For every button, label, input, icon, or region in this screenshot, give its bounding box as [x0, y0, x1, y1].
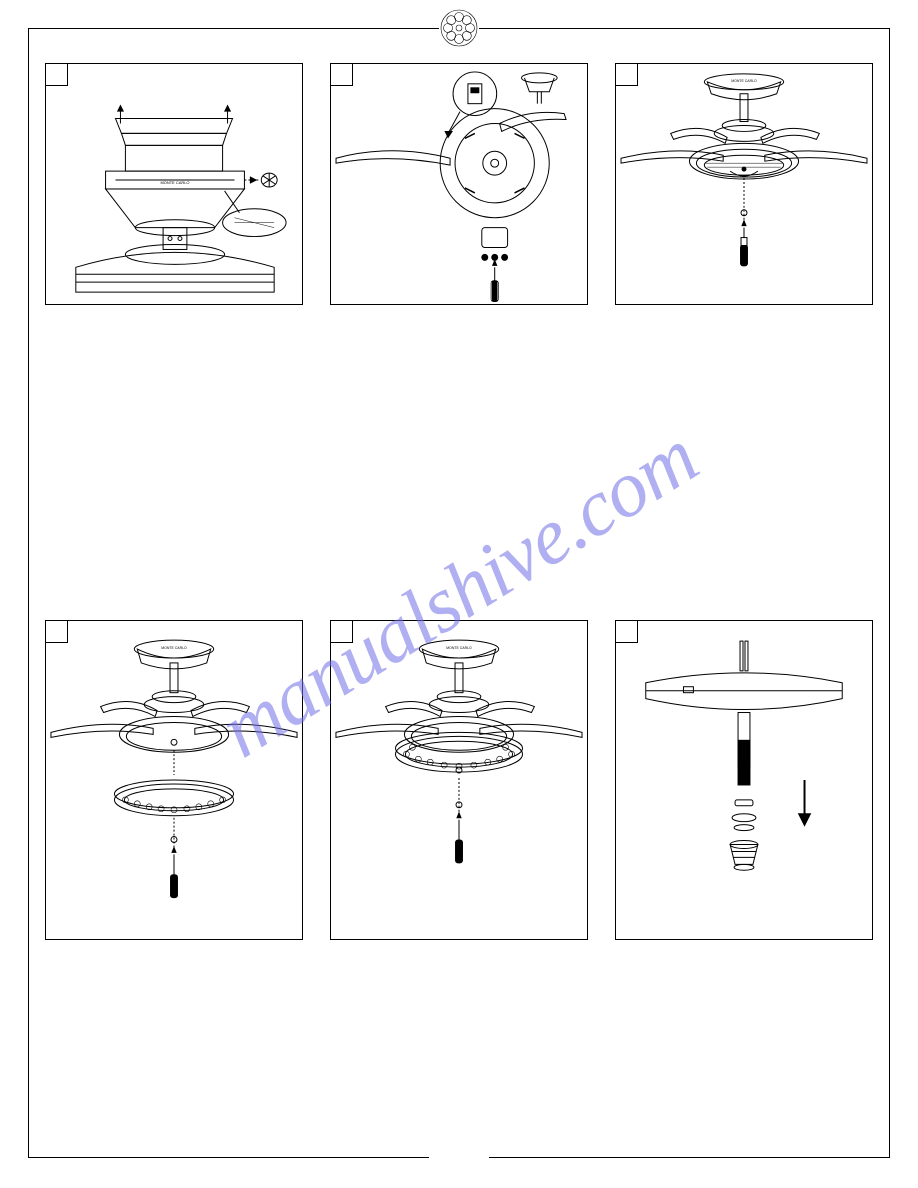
- svg-text:MONTE CARLO: MONTE CARLO: [731, 79, 757, 83]
- footer-gap: [429, 1156, 489, 1158]
- step-number: 17: [331, 621, 353, 643]
- svg-text:MONTE CARLO: MONTE CARLO: [160, 180, 189, 185]
- step-panel-15: 15 MONTE CARLO: [615, 63, 873, 305]
- svg-text:MONTE CARLO: MONTE CARLO: [161, 646, 187, 650]
- step-number: 15: [616, 64, 638, 86]
- svg-text:MONTE CARLO: MONTE CARLO: [446, 646, 472, 650]
- rosette-ornament: [439, 8, 479, 48]
- step-number: 18: [616, 621, 638, 643]
- step-number: 16: [46, 621, 68, 643]
- step-panel-13: 13 MONTE CARLO: [45, 63, 303, 305]
- step-panel-14: 14: [330, 63, 588, 305]
- step-number: 13: [46, 64, 68, 86]
- step-panel-16: 16 MONTE CARLO: [45, 620, 303, 940]
- step-number: 14: [331, 64, 353, 86]
- step-panel-18: 18: [615, 620, 873, 940]
- step-panel-17: 17 MONTE CARLO: [330, 620, 588, 940]
